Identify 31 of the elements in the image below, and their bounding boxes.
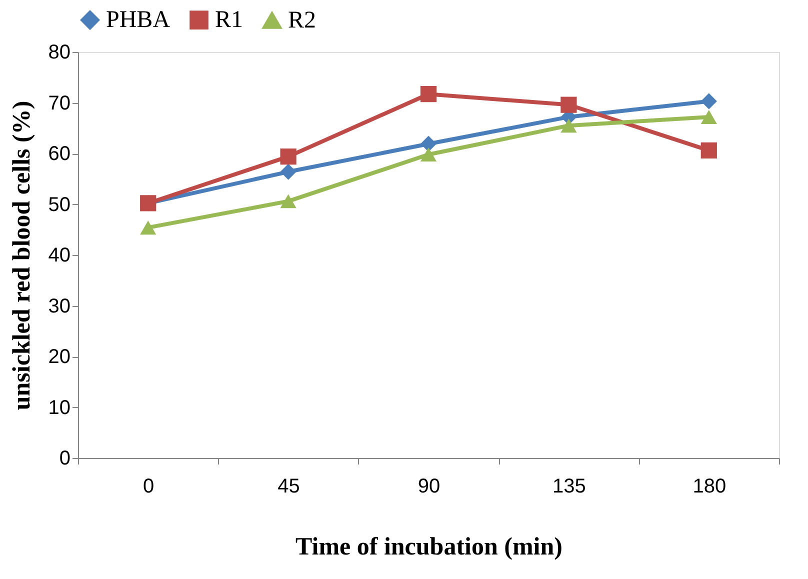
x-tick-label: 90 (418, 476, 440, 498)
y-tick-label: 30 (48, 295, 70, 318)
x-tick-label: 45 (278, 476, 300, 498)
point (420, 86, 437, 102)
y-tick-label: 40 (48, 244, 70, 266)
point (280, 194, 296, 208)
y-axis-title: unsickled red blood cells (%) (8, 100, 36, 410)
legend-label: R2 (288, 8, 316, 34)
x-axis-title: Time of incubation (min) (296, 534, 562, 560)
point (560, 118, 577, 133)
y-tick-label: 80 (48, 42, 70, 64)
legend-label: R1 (215, 7, 244, 34)
x-tick-label: 180 (692, 476, 726, 498)
x-tick-label: 0 (143, 476, 154, 498)
y-tick-label: 60 (48, 143, 70, 165)
x-tick-label: 135 (552, 476, 586, 498)
point (280, 148, 296, 165)
point (140, 220, 156, 235)
point (700, 93, 717, 110)
point (420, 136, 437, 152)
point (700, 110, 717, 124)
point (420, 148, 437, 162)
legend-label: PHBA (106, 7, 171, 34)
point (280, 164, 296, 180)
y-tick-label: 0 (59, 448, 70, 470)
y-tick-label: 70 (48, 92, 70, 114)
y-tick-label: 10 (48, 396, 70, 419)
point (560, 96, 577, 113)
y-tick-label: 20 (48, 346, 70, 368)
y-tick-label: 50 (48, 194, 70, 216)
point (700, 142, 717, 159)
